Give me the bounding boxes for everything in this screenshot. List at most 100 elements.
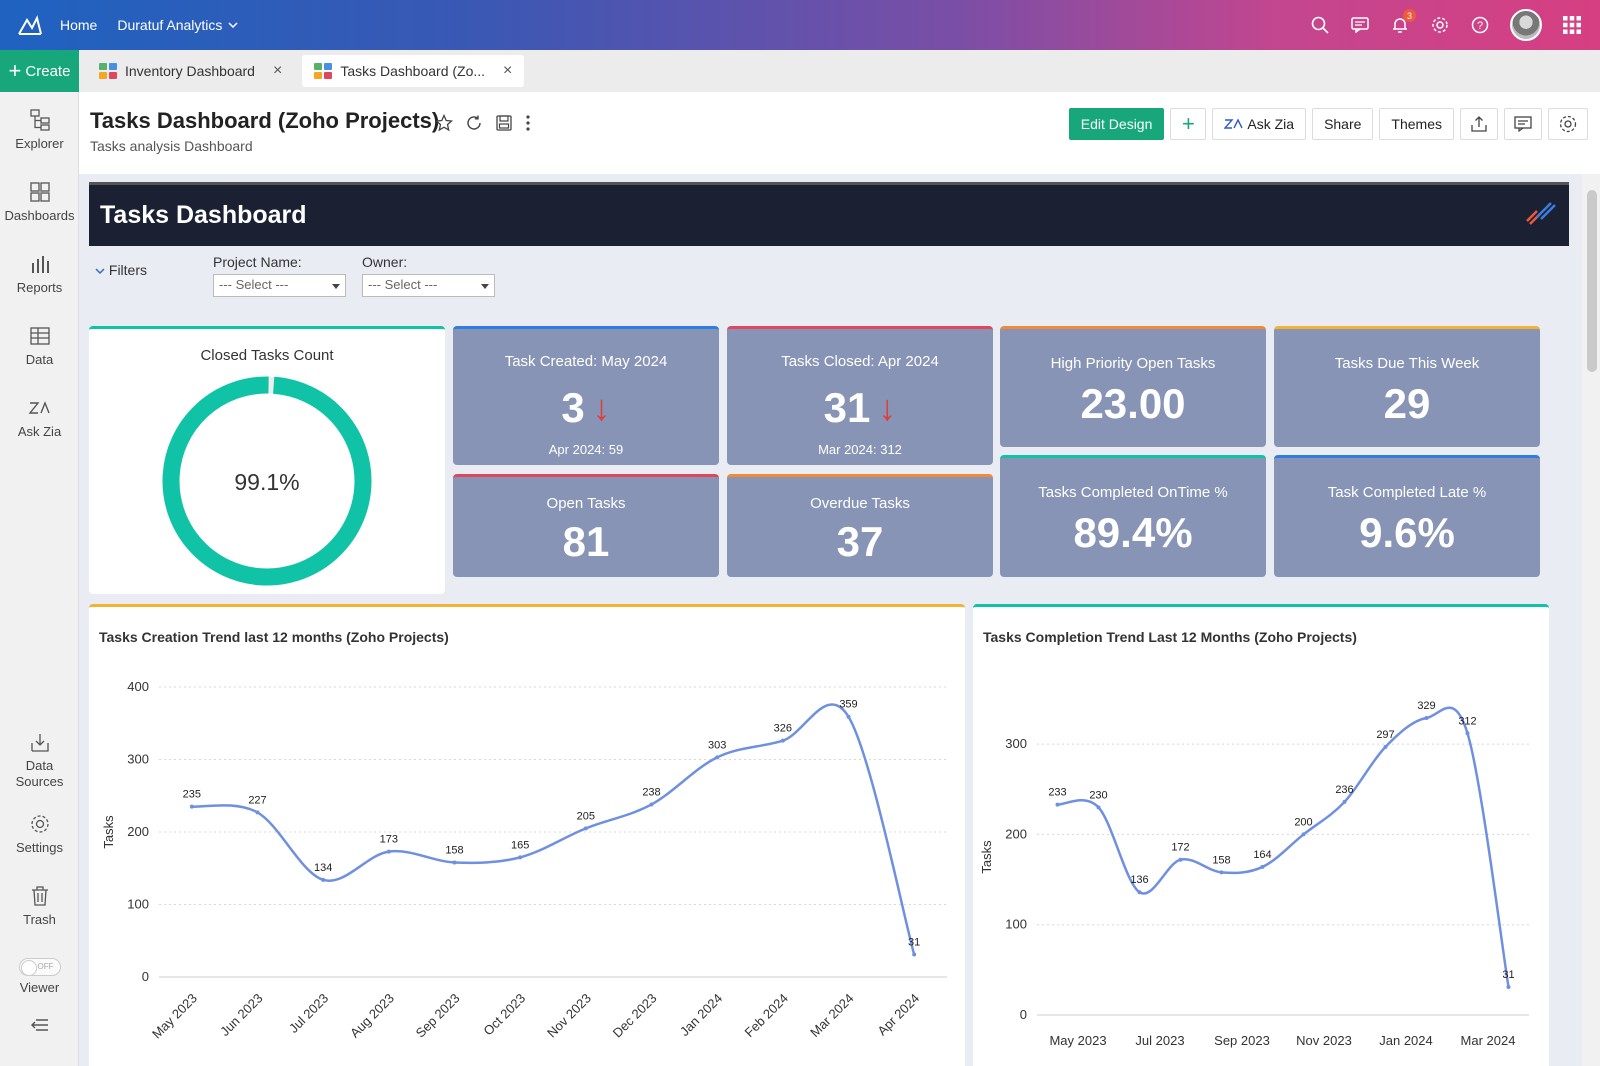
kpi-card[interactable]: Task Completed Late % 9.6% — [1274, 455, 1540, 577]
star-icon[interactable] — [435, 114, 453, 132]
nav-home[interactable]: Home — [60, 17, 97, 33]
data-point — [321, 877, 326, 882]
sidebar-item-reports[interactable]: Reports — [0, 250, 79, 295]
bell-icon[interactable]: 3 — [1390, 9, 1416, 35]
app-logo[interactable] — [0, 0, 60, 50]
data-point — [1342, 799, 1347, 804]
add-widget-button[interactable]: + — [1170, 108, 1207, 140]
kpi-card[interactable]: Tasks Closed: Apr 2024 31 ↓ Mar 2024: 312 — [727, 326, 993, 465]
sidebar-item-data[interactable]: Data — [0, 322, 79, 367]
close-icon[interactable]: × — [503, 62, 513, 79]
kpi-value: 81 — [562, 518, 610, 565]
edit-design-button[interactable]: Edit Design — [1068, 108, 1165, 140]
scrollbar-thumb[interactable] — [1587, 190, 1597, 372]
sidebar-item-label: Ask Zia — [17, 424, 62, 439]
collapse-sidebar-button[interactable] — [0, 1018, 79, 1035]
filters-label: Filters — [108, 262, 148, 278]
kpi-card[interactable]: Open Tasks 81 — [453, 474, 719, 577]
gear-icon[interactable] — [1430, 15, 1450, 35]
nav-home-label: Home — [60, 17, 98, 33]
sidebar-item-dashboards[interactable]: Dashboards — [0, 178, 79, 223]
create-button[interactable]: + Create — [0, 50, 79, 92]
sidebar-item-ask-zia[interactable]: Ask Zia — [0, 394, 79, 439]
data-point — [255, 810, 260, 815]
data-point — [1301, 832, 1306, 837]
x-tick-label: Feb 2024 — [742, 991, 791, 1040]
tab-inventory-dashboard[interactable]: Inventory Dashboard × — [87, 55, 294, 87]
series-line — [191, 703, 916, 955]
export-icon — [1471, 116, 1487, 132]
kpi-card[interactable]: Tasks Due This Week 29 — [1274, 326, 1540, 447]
project-select[interactable]: --- Select --- — [213, 274, 346, 297]
kpi-title: Open Tasks — [546, 495, 626, 512]
ask-zia-button[interactable]: Ask Zia — [1212, 108, 1307, 140]
help-icon[interactable]: ? — [1470, 15, 1490, 35]
top-bar: Home Duratuf Analytics 3 ? — [0, 0, 1600, 50]
chart-title: Tasks Completion Trend Last 12 Months (Z… — [983, 629, 1357, 645]
project-filter: Project Name: --- Select --- — [213, 254, 346, 297]
tab-tasks-dashboard[interactable]: Tasks Dashboard (Zo... × — [302, 55, 525, 87]
chevron-down-icon — [228, 22, 238, 28]
data-label: 136 — [1130, 874, 1148, 886]
donut-arc[interactable] — [162, 376, 372, 586]
data-point — [1137, 890, 1142, 895]
share-button[interactable]: Share — [1312, 108, 1374, 140]
edit-design-label: Edit Design — [1080, 116, 1153, 132]
refresh-icon[interactable] — [465, 114, 483, 132]
export-button[interactable] — [1460, 108, 1498, 140]
filters-toggle[interactable]: Filters — [95, 262, 147, 278]
nav-org-dropdown[interactable]: Duratuf Analytics — [117, 17, 238, 33]
chat-icon[interactable] — [1350, 15, 1370, 35]
line-chart[interactable]: 0 100 200 300 400 Tasks 235 227 134 173 158 165 205 2… — [89, 607, 965, 1066]
kpi-card[interactable]: Overdue Tasks 37 — [727, 474, 993, 577]
sidebar-item-data-sources[interactable]: Data Sources — [0, 728, 79, 790]
kpi-title: Task Completed Late % — [1327, 484, 1487, 501]
owner-select[interactable]: --- Select --- — [362, 274, 495, 297]
apps-grid-icon[interactable] — [1562, 15, 1582, 35]
data-point — [846, 714, 851, 719]
donut-chart[interactable]: 99.1% — [89, 365, 445, 595]
y-tick-label: 100 — [127, 897, 149, 912]
data-point — [452, 860, 457, 865]
kpi-value: 29 — [1383, 380, 1431, 427]
line-chart[interactable]: 0 100 200 300 Tasks 233 230 136 172 158 164 200 236 2… — [973, 607, 1549, 1066]
data-label: 31 — [1502, 969, 1514, 981]
gear-icon — [1559, 115, 1577, 133]
notification-badge: 3 — [1403, 9, 1416, 22]
kpi-title: High Priority Open Tasks — [1050, 355, 1216, 372]
filter-bar: Filters Project Name: --- Select --- Own… — [89, 254, 1569, 314]
close-icon[interactable]: × — [272, 62, 283, 79]
viewer-toggle[interactable]: OFF — [18, 958, 61, 976]
kpi-card[interactable]: High Priority Open Tasks 23.00 — [1000, 326, 1266, 447]
sidebar-item-explorer[interactable]: Explorer — [0, 106, 79, 151]
data-label: 297 — [1376, 729, 1394, 741]
kpi-value: 37 — [836, 518, 884, 565]
data-label: 227 — [248, 794, 266, 806]
arrow-down-icon: ↓ — [878, 387, 897, 428]
zia-icon — [1224, 118, 1244, 129]
table-icon — [29, 327, 50, 345]
donut-title: Closed Tasks Count — [200, 347, 334, 364]
more-options-icon[interactable] — [525, 114, 531, 132]
dashboard-canvas: Tasks Dashboard Filters Project Name: --… — [79, 174, 1600, 1066]
y-tick-label: 0 — [142, 969, 149, 984]
save-icon[interactable] — [495, 114, 513, 132]
data-point — [1260, 864, 1265, 869]
sidebar-item-settings[interactable]: Settings — [0, 810, 79, 855]
themes-label: Themes — [1391, 116, 1442, 132]
kpi-card[interactable]: Task Created: May 2024 3 ↓ Apr 2024: 59 — [453, 326, 719, 465]
settings-button[interactable] — [1548, 108, 1588, 140]
sidebar-item-trash[interactable]: Trash — [0, 882, 79, 927]
comments-button[interactable] — [1504, 108, 1542, 140]
sidebar-item-viewer: OFF Viewer — [0, 958, 79, 995]
y-tick-label: 200 — [1005, 826, 1027, 841]
search-icon[interactable] — [1310, 15, 1330, 35]
x-tick-label: Jan 2024 — [1379, 1033, 1433, 1048]
x-tick-label: Nov 2023 — [544, 991, 594, 1041]
themes-button[interactable]: Themes — [1379, 108, 1454, 140]
kpi-card[interactable]: Tasks Completed OnTime % 89.4% — [1000, 455, 1266, 577]
tab-label: Tasks Dashboard (Zo... — [340, 63, 486, 79]
avatar[interactable] — [1510, 9, 1542, 41]
data-label: 233 — [1048, 787, 1066, 799]
vertical-scrollbar[interactable] — [1582, 174, 1600, 1066]
